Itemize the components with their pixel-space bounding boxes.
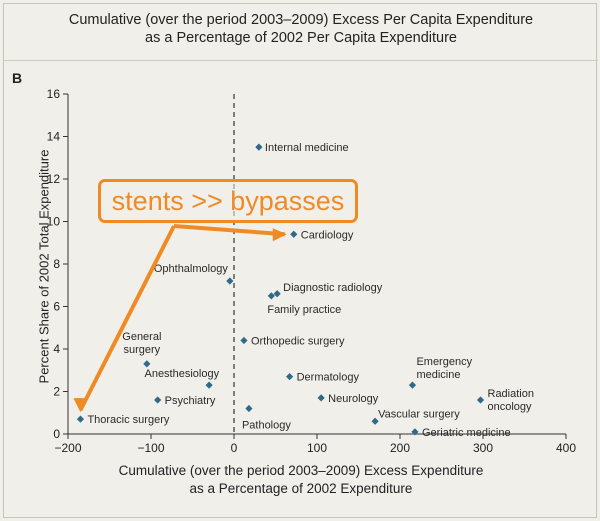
data-point <box>245 404 253 413</box>
chart-title-line-1: Cumulative (over the period 2003–2009) E… <box>68 12 534 28</box>
x-axis-label-line-2: as a Percentage of 2002 Expenditure <box>189 481 413 496</box>
y-tick-label: 16 <box>47 87 61 101</box>
data-point <box>205 381 213 389</box>
point-label: Anesthesiology <box>144 368 219 380</box>
y-tick-label: 8 <box>53 257 60 271</box>
point-label: Dermatology <box>297 372 360 384</box>
point-label: Ophthalmology <box>154 263 228 275</box>
figure-panel: Cumulative (over the period 2003–2009) E… <box>3 3 598 518</box>
point-label: Neurology <box>328 393 379 405</box>
point-label: Psychiatry <box>165 395 216 407</box>
data-point <box>476 396 485 404</box>
chart-title: Cumulative (over the period 2003–2009) E… <box>4 11 598 47</box>
axis-ticks: 0 2 4 6 8 10 12 14 16 −200 −100 0 100 200 300 400 <box>47 87 577 455</box>
data-point <box>226 277 234 285</box>
data-point <box>255 143 263 151</box>
point-label: Emergency medicine <box>416 356 472 381</box>
x-axis-label: Cumulative (over the period 2003–2009) E… <box>4 462 598 498</box>
point-label: Orthopedic surgery <box>251 336 345 348</box>
point-label: Cardiology <box>301 229 354 241</box>
data-point <box>273 290 281 298</box>
scatter-plot: 0 2 4 6 8 10 12 14 16 −200 −100 0 100 200 300 400 Inter… <box>47 87 577 455</box>
data-point <box>76 415 85 423</box>
point-label: Thoracic surgery <box>87 414 169 426</box>
data-points <box>76 143 485 436</box>
x-axis-label-line-1: Cumulative (over the period 2003–2009) E… <box>118 463 484 478</box>
x-tick-label: 200 <box>390 441 410 455</box>
data-point <box>411 428 419 436</box>
data-point <box>408 381 417 389</box>
data-point <box>290 230 298 238</box>
arrowhead-thoracic-surgery <box>73 398 88 413</box>
x-tick-label: −100 <box>137 441 164 455</box>
annotation-arrows <box>73 224 287 413</box>
data-point <box>286 373 294 381</box>
data-point <box>267 292 275 300</box>
y-tick-label: 14 <box>47 130 61 144</box>
y-tick-label: 10 <box>47 215 61 229</box>
data-point <box>317 394 325 402</box>
point-label: Diagnostic radiology <box>283 282 383 294</box>
point-label: Geriatric medicine <box>422 427 511 439</box>
arrow-to-cardiology <box>173 224 285 237</box>
data-point <box>143 360 151 368</box>
x-tick-label: 0 <box>231 441 238 455</box>
data-point <box>154 396 162 404</box>
y-tick-label: 12 <box>47 172 61 186</box>
y-tick-label: 6 <box>53 300 60 314</box>
y-tick-label: 0 <box>53 427 60 441</box>
arrowhead-cardiology <box>272 228 287 242</box>
axes <box>67 94 566 435</box>
data-point <box>240 336 248 345</box>
point-label: General surgery <box>122 331 161 356</box>
x-tick-label: 100 <box>307 441 327 455</box>
panel-label: B <box>12 70 23 86</box>
point-label: Family practice <box>267 304 341 316</box>
data-point <box>371 417 379 425</box>
x-tick-label: −200 <box>54 441 81 455</box>
point-label: Pathology <box>242 420 291 432</box>
arrow-to-thoracic-surgery <box>78 225 176 412</box>
annotation-callout: stents >> bypasses <box>98 179 358 223</box>
x-tick-label: 400 <box>556 441 576 455</box>
x-tick-label: 300 <box>473 441 493 455</box>
point-label: Vascular surgery <box>378 408 460 420</box>
title-divider <box>4 60 598 61</box>
point-label: Radiation oncology <box>488 388 534 413</box>
point-labels: Internal medicine Cardiology Ophthalmology… <box>87 142 534 439</box>
y-tick-label: 4 <box>53 342 60 356</box>
point-label: Internal medicine <box>265 142 349 154</box>
y-tick-label: 2 <box>53 385 60 399</box>
chart-title-line-2: as a Percentage of 2002 Per Capita Expen… <box>145 30 457 46</box>
